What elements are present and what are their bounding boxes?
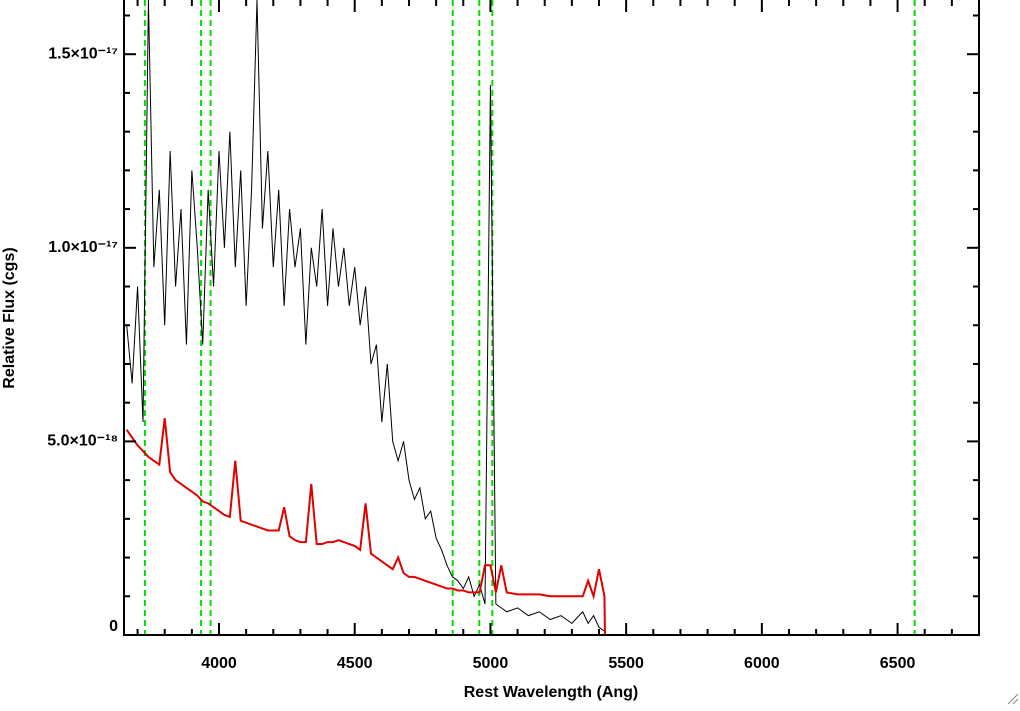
y-tick-label: 0	[109, 618, 118, 635]
x-tick-label: 6000	[744, 655, 780, 672]
y-tick-label: 1.5×10⁻¹⁷	[48, 45, 118, 62]
grip-line	[1007, 693, 1019, 705]
x-axis-title: Rest Wavelength (Ang)	[464, 684, 639, 701]
y-axis-title: Relative Flux (cgs)	[1, 247, 18, 388]
plot-frame	[123, 0, 980, 636]
x-tick-label: 4000	[201, 655, 237, 672]
x-tick-label: 5500	[608, 655, 644, 672]
spectrum-line	[125, 418, 979, 636]
x-tick-label: 6500	[880, 655, 916, 672]
y-tick-label: 1.0×10⁻¹⁷	[48, 239, 118, 256]
spectrum-line	[126, 0, 605, 632]
x-tick-label: 5000	[473, 655, 509, 672]
x-tick-label: 4500	[337, 655, 373, 672]
y-tick-label: 5.0×10⁻¹⁸	[47, 433, 118, 450]
resize-grip	[1007, 693, 1019, 705]
grip-line	[1012, 698, 1019, 705]
